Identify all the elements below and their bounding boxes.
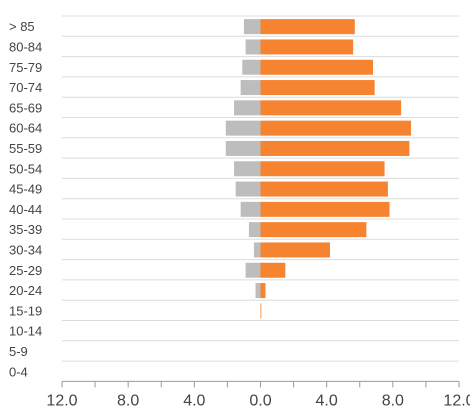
x-tick-label: 4.0 [316, 392, 338, 409]
bar-right [260, 303, 262, 319]
bar-left [234, 161, 261, 177]
bar-right [260, 222, 367, 238]
category-label: 35-39 [9, 222, 42, 237]
bar-left [225, 140, 261, 156]
x-axis: 12.0 8.0 4.0 0.0 4.0 8.0 12.0 [46, 380, 470, 409]
category-label: > 85 [9, 19, 35, 34]
category-label: 25-29 [9, 263, 42, 278]
category-label: 15-19 [9, 303, 42, 318]
bar-right [260, 100, 402, 116]
bar-right [260, 80, 375, 96]
x-tick-label: 8.0 [382, 392, 404, 409]
category-label: 50-54 [9, 161, 42, 176]
bar-left [255, 283, 261, 299]
bars [225, 19, 412, 319]
bar-right [260, 262, 286, 278]
category-label: 80-84 [9, 39, 42, 54]
bar-left [242, 59, 261, 75]
category-label: 20-24 [9, 283, 42, 298]
bar-left [225, 120, 261, 136]
bar-left [240, 80, 261, 96]
category-label: 5-9 [9, 344, 28, 359]
category-label: 65-69 [9, 100, 42, 115]
category-label: 40-44 [9, 202, 42, 217]
bar-left [248, 222, 261, 238]
bar-left [245, 39, 261, 55]
category-label: 45-49 [9, 182, 42, 197]
bar-right [260, 19, 355, 35]
bar-right [260, 242, 330, 258]
bar-right [260, 283, 266, 299]
category-label: 0-4 [9, 364, 28, 379]
category-label: 30-34 [9, 242, 42, 257]
bar-right [260, 161, 385, 177]
category-label: 70-74 [9, 80, 42, 95]
gridlines [62, 15, 459, 362]
bar-left [253, 242, 261, 258]
x-tick-label: 0.0 [249, 392, 271, 409]
x-tick-label: 4.0 [183, 392, 205, 409]
bar-right [260, 181, 388, 197]
x-tick-label: 12.0 [443, 392, 470, 409]
bar-left [234, 100, 261, 116]
bar-left [240, 201, 261, 217]
x-tick-label: 8.0 [117, 392, 139, 409]
bar-left [235, 181, 261, 197]
bar-right [260, 59, 373, 75]
category-label: 60-64 [9, 121, 42, 136]
category-labels: > 85 80-84 75-79 70-74 65-69 60-64 55-59 50-54 4… [9, 19, 42, 379]
category-label: 10-14 [9, 324, 42, 339]
bar-left [245, 262, 261, 278]
category-label: 75-79 [9, 60, 42, 75]
category-label: 55-59 [9, 141, 42, 156]
bar-right [260, 201, 390, 217]
x-tick-label: 12.0 [46, 392, 77, 409]
bar-right [260, 39, 354, 55]
bar-right [260, 140, 410, 156]
bar-left [243, 19, 261, 35]
bar-right [260, 120, 412, 136]
